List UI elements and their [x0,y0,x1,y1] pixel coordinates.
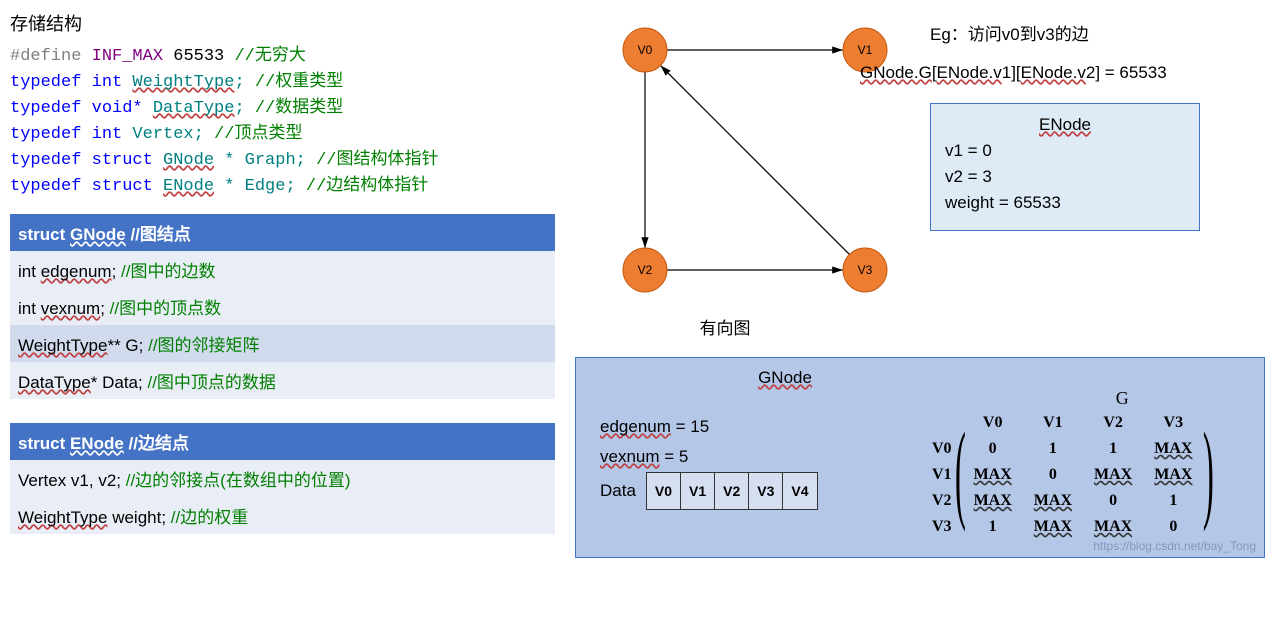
data-cell: V1 [681,472,715,510]
adjacency-matrix: G V0V1V2V3V0011MAXV1MAX0MAXMAXV2MAXMAX01… [920,388,1204,541]
enode-line: weight = 65533 [945,190,1185,216]
enode-line: v2 = 3 [945,164,1185,190]
enode-box-title: ENode [1039,115,1091,134]
example-title: Eg：访问v0到v3的边 [930,20,1260,45]
data-array: V0V1V2V3V4 [646,472,818,510]
graph-node-label: V0 [638,43,653,57]
example-expr: GNode.G[ENode.v1][ENode.v2] = 65533 [860,63,1260,83]
enode-line: v1 = 0 [945,138,1185,164]
enode-struct-table: struct ENode //边结点 Vertex v1, v2; //边的邻接… [10,423,555,534]
data-cell: V3 [749,472,783,510]
inf-comment: //无穷大 [234,47,305,66]
inf-name: INF_MAX [92,47,163,66]
gnode-box-title: GNode [758,368,812,387]
struct-row: Vertex v1, v2; //边的邻接点(在数组中的位置) [10,460,555,497]
graph-caption: 有向图 [575,314,875,339]
code-block: #define INF_MAX 65533 //无穷大 typedef int … [10,44,555,200]
struct-row: int edgenum; //图中的边数 [10,251,555,288]
data-cell: V0 [646,472,681,510]
data-cell: V2 [715,472,749,510]
graph-node-label: V1 [858,43,873,57]
directed-graph: V0 V1 V2 V3 [575,10,915,310]
define-kw: #define [10,47,81,66]
graph-node-label: V2 [638,263,653,277]
enode-box: ENode v1 = 0v2 = 3weight = 65533 [930,103,1200,231]
graph-edge [661,66,850,255]
graph-node-label: V3 [858,263,873,277]
example-area: Eg：访问v0到v3的边 GNode.G[ENode.v1][ENode.v2]… [930,20,1260,231]
inf-val: 65533 [173,47,224,66]
gnode-box: GNode edgenum = 15 vexnum = 5 Data V0V1V… [575,357,1265,558]
watermark: https://blog.csdn.net/bay_Tong [1093,539,1256,553]
struct-row: int vexnum; //图中的顶点数 [10,288,555,325]
left-column: 存储结构 #define INF_MAX 65533 //无穷大 typedef… [10,10,555,558]
struct-row: WeightType** G; //图的邻接矩阵 [10,325,555,362]
data-cell: V4 [783,472,817,510]
right-column: V0V1V2V3 有向图 Eg：访问v0到v3的边 GNode.G[ENode.… [575,10,1265,558]
struct-row: WeightType weight; //边的权重 [10,497,555,534]
page-title: 存储结构 [10,10,555,36]
